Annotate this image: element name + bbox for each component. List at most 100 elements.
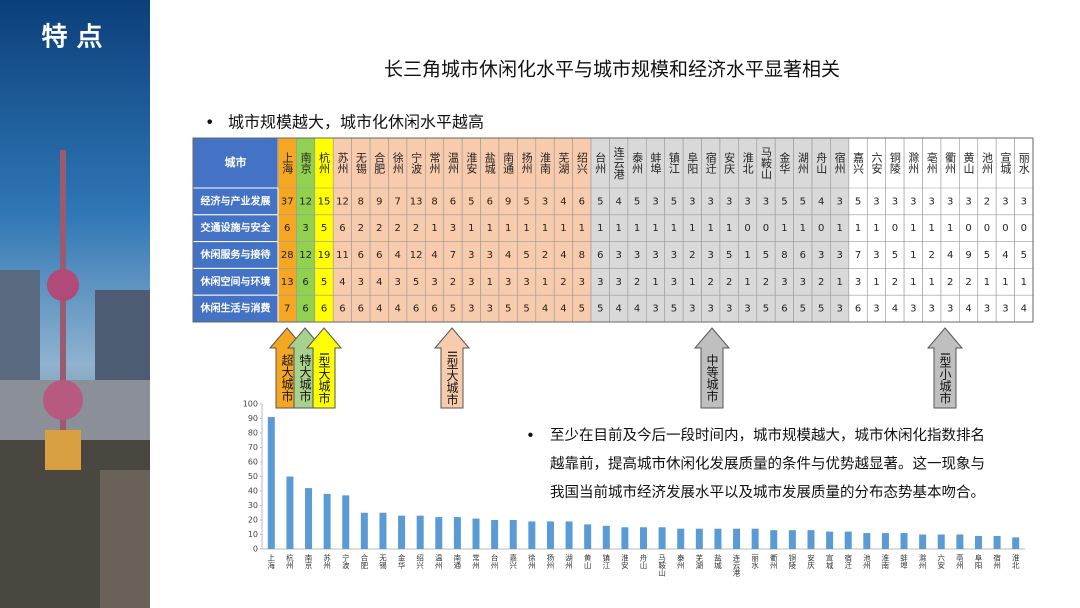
x-tick-label: 上海 (267, 554, 276, 571)
cell-value: 4 (965, 304, 971, 315)
city-header: 南通 (502, 152, 515, 174)
cell-value: 1 (542, 223, 548, 234)
cell-value: 1 (652, 223, 658, 234)
cell-value: 6 (339, 304, 345, 315)
x-tick-label: 宁波 (341, 553, 350, 571)
cell-value: 5 (1021, 250, 1027, 261)
cell-value: 3 (487, 304, 493, 315)
table-border (192, 137, 1034, 323)
city-header: 黄山 (962, 151, 975, 174)
cell-value: 3 (726, 196, 732, 207)
cell-value: 3 (708, 304, 714, 315)
cell-value: 2 (947, 277, 953, 288)
city-header: 金华 (778, 151, 791, 174)
city-header: 铜陵 (888, 151, 901, 175)
cell-value: 5 (450, 304, 456, 315)
bar (491, 520, 499, 549)
cell-value: 0 (984, 223, 990, 234)
photo-panel: 特 点 (0, 0, 150, 608)
cell-value: 3 (634, 250, 640, 261)
bar (323, 493, 331, 549)
paragraph-line: 至少在目前及今后一段时间内，城市规模越大，城市休闲化指数排名 (550, 427, 985, 444)
cell-value: 9 (505, 196, 511, 207)
bar (788, 530, 796, 549)
x-tick-label: 南京 (304, 553, 313, 571)
cell-value: 2 (358, 223, 364, 234)
x-tick-label: 南通 (453, 553, 462, 571)
cell-value: 4 (947, 250, 953, 261)
city-header: 连云港 (612, 146, 625, 179)
bar (993, 535, 1001, 549)
city-header: 马鞍山 (759, 146, 772, 179)
city-header: 扬州 (520, 151, 533, 174)
cell-value: 1 (781, 223, 787, 234)
x-tick-label: 合肥 (360, 553, 369, 571)
x-tick-label: 无锡 (378, 554, 387, 571)
cell-value: 3 (523, 277, 529, 288)
x-tick-label: 淮南 (881, 553, 890, 570)
cell-value: 2 (450, 277, 456, 288)
cell-value: 7 (284, 304, 290, 315)
cell-value: 3 (965, 196, 971, 207)
city-header: 丽水 (1017, 152, 1030, 174)
cell-value: 5 (413, 277, 419, 288)
bar (435, 517, 443, 549)
bar (695, 528, 703, 549)
cell-value: 5 (579, 304, 585, 315)
cell-value: 3 (708, 250, 714, 261)
cell-value: 6 (321, 304, 327, 315)
cell-value: 3 (763, 196, 769, 207)
cell-value: 1 (836, 223, 842, 234)
x-tick-label: 六安 (937, 553, 946, 571)
bar (751, 528, 759, 549)
row-label: 交通设施与安全 (201, 221, 272, 234)
x-tick-label: 阜阳 (974, 553, 983, 571)
cell-value: 12 (299, 250, 312, 261)
x-tick-label: 扬州 (546, 553, 555, 570)
cell-value: 3 (1002, 196, 1008, 207)
bar (677, 528, 685, 549)
x-tick-label: 铜陵 (788, 553, 797, 571)
bar (342, 495, 350, 549)
bar (714, 528, 722, 549)
y-tick-label: 80 (248, 429, 258, 438)
cell-value: 1 (947, 223, 953, 234)
cell-value: 6 (358, 304, 364, 315)
cell-value: 3 (1021, 196, 1027, 207)
cell-value: 1 (744, 250, 750, 261)
x-tick-label: 安庆 (806, 553, 815, 571)
city-header: 宣城 (999, 151, 1012, 174)
cell-value: 5 (468, 196, 474, 207)
bar (733, 528, 741, 549)
city-header: 舟山 (815, 151, 828, 174)
cell-value: 3 (505, 277, 511, 288)
cell-value: 8 (579, 250, 585, 261)
bar (937, 534, 945, 549)
cell-value: 3 (836, 196, 842, 207)
arrow (693, 327, 731, 409)
cell-value: 5 (781, 196, 787, 207)
cell-value: 3 (873, 196, 879, 207)
cell-value: 19 (318, 250, 331, 261)
city-header: 嘉兴 (852, 151, 865, 174)
y-tick-label: 0 (253, 545, 258, 554)
cell-value: 1 (984, 277, 990, 288)
cell-value: 3 (652, 196, 658, 207)
cell-value: 1 (855, 223, 861, 234)
cell-value: 12 (410, 250, 423, 261)
city-header: 淮北 (741, 152, 754, 174)
cell-value: 5 (523, 250, 529, 261)
cell-value: 5 (892, 250, 898, 261)
cell-value: 6 (413, 304, 419, 315)
bar (472, 518, 480, 549)
cell-value: 1 (800, 223, 806, 234)
cell-value: 2 (413, 223, 419, 234)
cell-value: 3 (597, 277, 603, 288)
cell-value: 5 (726, 250, 732, 261)
city-header: 徐州 (391, 151, 404, 174)
x-tick-label: 徐州 (527, 553, 536, 570)
bar (658, 527, 666, 549)
cell-value: 7 (395, 196, 401, 207)
cell-value: 3 (689, 304, 695, 315)
cell-value: 1 (671, 223, 677, 234)
